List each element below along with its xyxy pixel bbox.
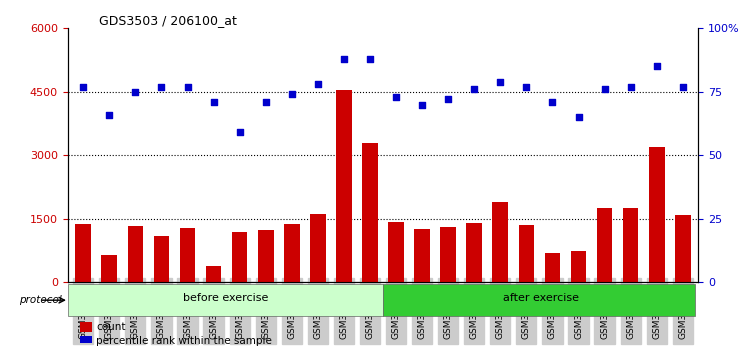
Text: protocol: protocol [19, 295, 62, 305]
Point [572, 114, 584, 120]
Bar [68, 284, 383, 316]
Bar [493, 202, 508, 282]
Point [364, 56, 376, 62]
Bar [597, 208, 612, 282]
Point [520, 84, 532, 90]
Bar [362, 143, 378, 282]
Point [129, 89, 141, 95]
Bar [154, 236, 169, 282]
Bar [466, 223, 482, 282]
Bar [336, 90, 351, 282]
Bar [80, 336, 92, 346]
Bar [675, 216, 691, 282]
Point [442, 97, 454, 102]
Point [677, 84, 689, 90]
Bar [284, 224, 300, 282]
Point [260, 99, 272, 105]
Point [155, 84, 167, 90]
Point [625, 84, 637, 90]
Bar [518, 225, 534, 282]
Bar [623, 208, 638, 282]
Bar [232, 232, 248, 282]
Point [338, 56, 350, 62]
Bar [206, 266, 222, 282]
Point [207, 99, 219, 105]
Point [182, 84, 194, 90]
Point [104, 112, 116, 118]
Point [312, 81, 324, 87]
Point [547, 99, 559, 105]
Bar [440, 227, 456, 282]
Point [390, 94, 402, 100]
Text: count: count [96, 322, 125, 332]
Text: GDS3503 / 206100_at: GDS3503 / 206100_at [99, 14, 237, 27]
Text: before exercise: before exercise [182, 293, 268, 303]
Bar [75, 224, 91, 282]
Bar [310, 214, 326, 282]
Point [286, 92, 298, 97]
Point [599, 86, 611, 92]
Bar [571, 251, 587, 282]
Text: after exercise: after exercise [502, 293, 579, 303]
Point [77, 84, 89, 90]
Bar [544, 253, 560, 282]
Bar [101, 255, 117, 282]
Bar [383, 284, 695, 316]
Point [416, 102, 428, 107]
Bar [128, 226, 143, 282]
Bar [649, 147, 665, 282]
Point [650, 64, 662, 69]
Bar [80, 322, 92, 332]
Bar [415, 229, 430, 282]
Bar [258, 230, 273, 282]
Bar [388, 222, 404, 282]
Bar [179, 228, 195, 282]
Point [468, 86, 480, 92]
Text: percentile rank within the sample: percentile rank within the sample [96, 336, 272, 346]
Point [494, 79, 506, 85]
Point [234, 130, 246, 135]
